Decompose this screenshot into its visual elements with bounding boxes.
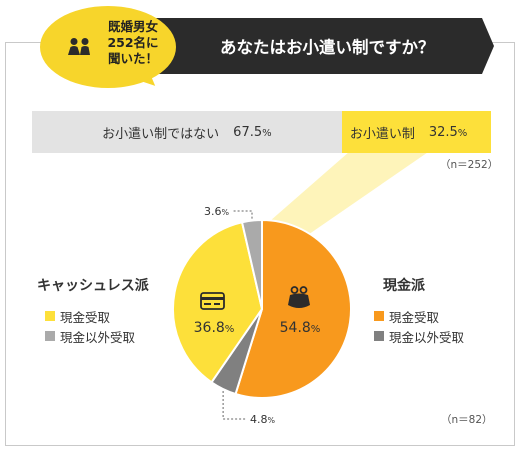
- bar-segment-allowance: お小遣い制 32.5%: [341, 111, 491, 153]
- legend-label: 現金受取: [60, 309, 111, 325]
- highlight-connector: [270, 153, 427, 239]
- bar-value-unit: %: [457, 127, 468, 139]
- legend-left-title: キャッシュレス派: [37, 278, 149, 294]
- bar-label-allowance: お小遣い制: [349, 126, 415, 142]
- legend-item: 現金受取: [374, 306, 464, 326]
- callout-line-cashless-noncash: [232, 210, 253, 219]
- pie-sample-note: （n＝82）: [441, 414, 493, 426]
- legend-label: 現金以外受取: [60, 329, 136, 345]
- legend-item: 現金以外受取: [374, 326, 464, 346]
- legend-item: 現金受取: [45, 306, 135, 326]
- pie-slice-cash-cash: [234, 218, 352, 399]
- bar-value-number: 67.5: [233, 124, 263, 140]
- pie-slices: [172, 218, 352, 399]
- badge-text: 既婚男女 252名に 聞いた！: [98, 19, 168, 67]
- legend-label: 現金以外受取: [389, 329, 465, 345]
- bar-label-not-allowance: お小遣い制ではない: [102, 126, 220, 142]
- pie-slice-cashless-cash: [172, 221, 264, 384]
- callout-line-cash-noncash: [222, 391, 246, 420]
- coin-purse-icon: [288, 286, 310, 308]
- legend-left: 現金受取 現金以外受取: [45, 306, 135, 346]
- stacked-bar: お小遣い制ではない 67.5% お小遣い制 32.5%: [32, 111, 491, 153]
- pie-label-cashless-noncash: 3.6%: [204, 205, 230, 218]
- respondents-badge: 既婚男女 252名に 聞いた！: [40, 6, 176, 88]
- bar-value-number: 32.5: [428, 124, 458, 140]
- pie-label-cash-cash: 54.8%: [280, 320, 321, 336]
- bar-value-allowance: 32.5%: [429, 125, 467, 140]
- badge-line-1: 既婚男女: [107, 19, 158, 34]
- bar-value-unit: %: [262, 127, 272, 139]
- credit-card-icon: [200, 292, 225, 310]
- pie-label-cashless-cash: 36.8%: [194, 320, 235, 336]
- legend-right-title: 現金派: [383, 278, 425, 294]
- pie-callouts: [222, 210, 253, 420]
- legend-swatch: [45, 331, 55, 341]
- badge-line-3: 聞いた！: [107, 51, 158, 66]
- legend-right: 現金受取 現金以外受取: [374, 306, 464, 346]
- legend-swatch: [374, 331, 384, 341]
- pie-label-cash-noncash: 4.8%: [250, 413, 276, 426]
- bar-segment-not-allowance: お小遣い制ではない 67.5%: [32, 111, 342, 153]
- legend-label: 現金受取: [389, 309, 440, 325]
- people-icon: [68, 38, 90, 55]
- legend-swatch: [45, 311, 55, 321]
- pie-labels: 54.8% 36.8% 3.6% 4.8%: [194, 205, 321, 426]
- bar-sample-note: （n＝252）: [440, 159, 499, 171]
- pie-slice-cashless-noncash: [240, 218, 263, 310]
- legend-item: 現金以外受取: [45, 326, 135, 346]
- question-header: あなたはお小遣い制ですか？: [130, 18, 494, 74]
- question-text: あなたはお小遣い制ですか？: [220, 38, 435, 57]
- badge-line-2: 252名に: [107, 35, 159, 50]
- bar-value-not-allowance: 67.5%: [233, 125, 271, 140]
- legend-swatch: [374, 311, 384, 321]
